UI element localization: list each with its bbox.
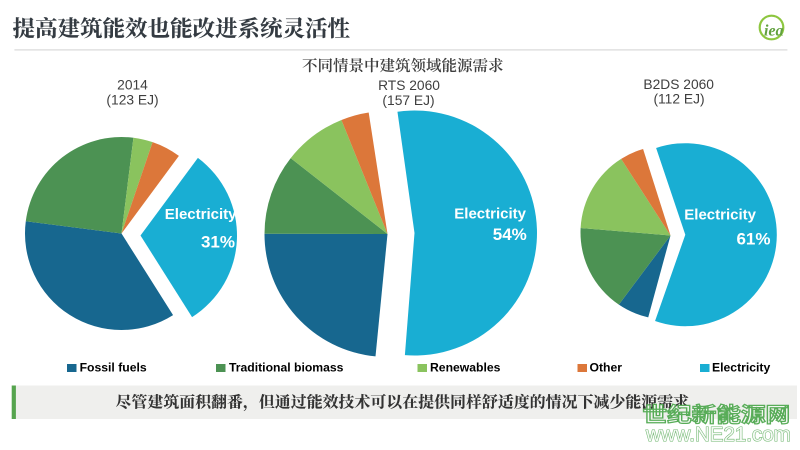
svg-text:54%: 54% bbox=[493, 225, 527, 244]
svg-text:B2DS 2060: B2DS 2060 bbox=[643, 77, 714, 92]
svg-text:(112 EJ): (112 EJ) bbox=[653, 92, 704, 107]
svg-text:Fossil fuels: Fossil fuels bbox=[80, 361, 147, 375]
svg-text:Other: Other bbox=[590, 361, 623, 375]
svg-text:Renewables: Renewables bbox=[430, 361, 501, 375]
svg-text:(123 EJ): (123 EJ) bbox=[106, 93, 158, 108]
svg-text:31%: 31% bbox=[201, 233, 235, 252]
svg-text:www.NE21.com: www.NE21.com bbox=[645, 423, 791, 446]
svg-text:2014: 2014 bbox=[117, 78, 148, 93]
svg-text:Traditional biomass: Traditional biomass bbox=[229, 361, 344, 375]
svg-text:Electricity: Electricity bbox=[712, 361, 770, 375]
svg-text:(157 EJ): (157 EJ) bbox=[382, 93, 434, 108]
svg-text:Electricity: Electricity bbox=[165, 206, 237, 223]
svg-text:Electricity: Electricity bbox=[684, 207, 756, 224]
svg-text:61%: 61% bbox=[736, 229, 770, 248]
svg-text:RTS 2060: RTS 2060 bbox=[378, 78, 440, 93]
svg-text:Electricity: Electricity bbox=[454, 206, 526, 223]
